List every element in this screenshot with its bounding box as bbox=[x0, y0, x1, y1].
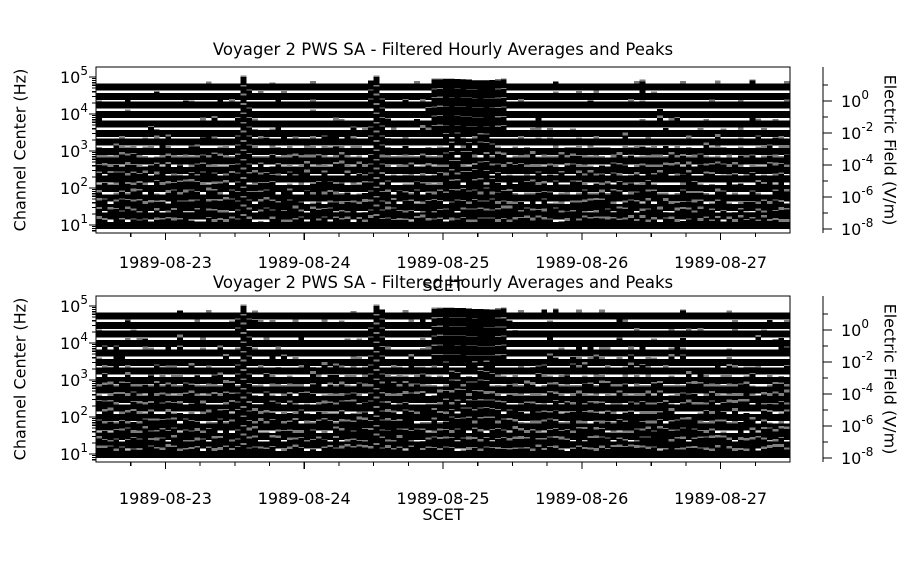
channel-average-band bbox=[96, 86, 790, 100]
panel-title-bottom: Voyager 2 PWS SA - Filtered Hourly Avera… bbox=[212, 273, 674, 292]
channel-average-band bbox=[96, 151, 790, 165]
channel-average-band bbox=[96, 178, 790, 192]
panel-plot-bottom bbox=[89, 295, 832, 469]
x-tick-label: 1989-08-23 bbox=[118, 253, 212, 272]
panel-title-top: Voyager 2 PWS SA - Filtered Hourly Avera… bbox=[212, 40, 674, 59]
channel-average-band bbox=[96, 389, 790, 403]
channel-average-band bbox=[96, 77, 790, 91]
x-tick-label: 1989-08-23 bbox=[118, 489, 212, 508]
freq-tick-label: 10 1 bbox=[60, 441, 88, 464]
freq-tick-label: 10 4 bbox=[60, 330, 88, 353]
left-axis-label-top: Channel Center (Hz) bbox=[10, 68, 30, 232]
efield-tick-label: 10 -6 bbox=[841, 184, 874, 207]
x-tick-label: 1989-08-27 bbox=[674, 253, 768, 272]
channel-average-band bbox=[96, 361, 790, 375]
channel-average-band bbox=[96, 352, 790, 366]
channel-average-band bbox=[96, 306, 790, 320]
efield-tick-label: 10 -8 bbox=[841, 445, 874, 468]
freq-tick-label: 10 2 bbox=[60, 175, 88, 198]
freq-tick-label: 10 3 bbox=[60, 367, 88, 390]
channel-average-band bbox=[96, 141, 790, 155]
channel-average-band bbox=[96, 114, 790, 128]
x-tick-label: 1989-08-26 bbox=[535, 489, 629, 508]
channel-average-band bbox=[96, 333, 790, 347]
x-tick-label: 1989-08-24 bbox=[257, 489, 351, 508]
efield-tick-label: 10 -6 bbox=[841, 413, 874, 436]
left-axis-label-bottom: Channel Center (Hz) bbox=[10, 297, 30, 461]
channel-average-band bbox=[96, 160, 790, 174]
channel-average-band bbox=[96, 417, 790, 431]
channel-average-band bbox=[96, 215, 790, 229]
x-tick-label: 1989-08-26 bbox=[535, 253, 629, 272]
x-tick-label: 1989-08-25 bbox=[396, 253, 490, 272]
channel-average-band bbox=[96, 95, 790, 109]
efield-tick-label: 10 -2 bbox=[841, 349, 874, 372]
efield-tick-label: 10 0 bbox=[841, 317, 869, 340]
channel-average-band bbox=[96, 370, 790, 384]
x-axis-label-bottom: SCET bbox=[422, 505, 464, 524]
freq-tick-label: 10 1 bbox=[60, 212, 88, 235]
channel-average-band bbox=[96, 104, 790, 118]
channel-average-band bbox=[96, 407, 790, 421]
channel-average-band bbox=[96, 123, 790, 137]
x-tick-label: 1989-08-27 bbox=[674, 489, 768, 508]
channel-average-band bbox=[96, 169, 790, 183]
freq-tick-label: 10 3 bbox=[60, 138, 88, 161]
x-axis-label-top: SCET bbox=[422, 276, 464, 295]
freq-tick-label: 10 2 bbox=[60, 404, 88, 427]
freq-tick-label: 10 5 bbox=[60, 293, 88, 316]
channel-average-band bbox=[96, 398, 790, 412]
channel-average-band bbox=[96, 315, 790, 329]
channel-average-band bbox=[96, 343, 790, 357]
channel-average-band bbox=[96, 380, 790, 394]
channel-average-band bbox=[96, 132, 790, 146]
efield-tick-label: 10 -4 bbox=[841, 381, 874, 404]
channel-average-band bbox=[96, 324, 790, 338]
freq-tick-label: 10 4 bbox=[60, 101, 88, 124]
freq-tick-label: 10 5 bbox=[60, 64, 88, 87]
channel-average-band bbox=[96, 444, 790, 458]
efield-tick-label: 10 -8 bbox=[841, 216, 874, 239]
efield-tick-label: 10 0 bbox=[841, 88, 869, 111]
panel-plot-top bbox=[89, 66, 832, 240]
x-tick-label: 1989-08-25 bbox=[396, 489, 490, 508]
efield-tick-label: 10 -4 bbox=[841, 152, 874, 175]
efield-tick-label: 10 -2 bbox=[841, 120, 874, 143]
x-tick-label: 1989-08-24 bbox=[257, 253, 351, 272]
